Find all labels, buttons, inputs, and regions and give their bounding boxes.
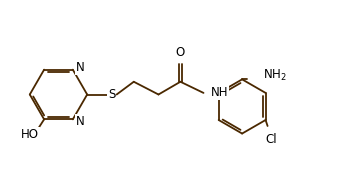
Text: O: O xyxy=(176,46,185,59)
Text: Cl: Cl xyxy=(266,133,277,146)
Text: N: N xyxy=(76,61,85,74)
Text: N: N xyxy=(76,115,85,128)
Text: NH$_2$: NH$_2$ xyxy=(263,68,287,83)
Text: S: S xyxy=(108,88,116,101)
Text: NH: NH xyxy=(211,86,228,99)
Text: HO: HO xyxy=(21,128,39,141)
